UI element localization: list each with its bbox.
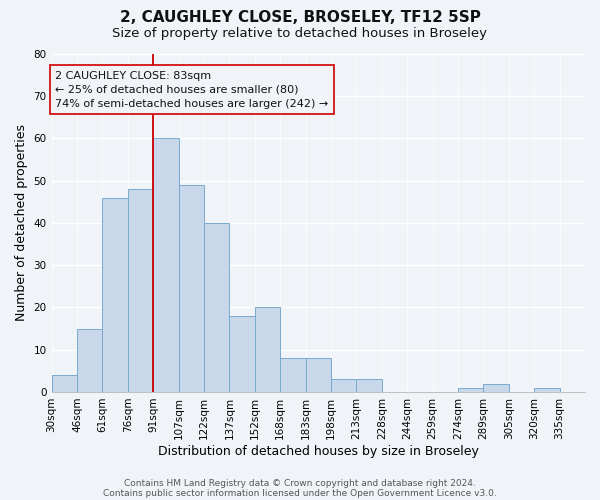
Text: Size of property relative to detached houses in Broseley: Size of property relative to detached ho… [113, 28, 487, 40]
Bar [534, 388, 560, 392]
X-axis label: Distribution of detached houses by size in Broseley: Distribution of detached houses by size … [158, 444, 479, 458]
Text: Contains HM Land Registry data © Crown copyright and database right 2024.: Contains HM Land Registry data © Crown c… [124, 478, 476, 488]
Bar [77, 328, 103, 392]
Bar [179, 185, 204, 392]
Bar [458, 388, 484, 392]
Bar [255, 308, 280, 392]
Bar [153, 138, 179, 392]
Bar [103, 198, 128, 392]
Y-axis label: Number of detached properties: Number of detached properties [15, 124, 28, 322]
Bar [128, 189, 153, 392]
Bar [52, 375, 77, 392]
Text: 2 CAUGHLEY CLOSE: 83sqm
← 25% of detached houses are smaller (80)
74% of semi-de: 2 CAUGHLEY CLOSE: 83sqm ← 25% of detache… [55, 71, 329, 109]
Bar [484, 384, 509, 392]
Text: Contains public sector information licensed under the Open Government Licence v3: Contains public sector information licen… [103, 488, 497, 498]
Bar [305, 358, 331, 392]
Bar [356, 380, 382, 392]
Bar [331, 380, 356, 392]
Bar [280, 358, 305, 392]
Text: 2, CAUGHLEY CLOSE, BROSELEY, TF12 5SP: 2, CAUGHLEY CLOSE, BROSELEY, TF12 5SP [119, 10, 481, 25]
Bar [229, 316, 255, 392]
Bar [204, 223, 229, 392]
